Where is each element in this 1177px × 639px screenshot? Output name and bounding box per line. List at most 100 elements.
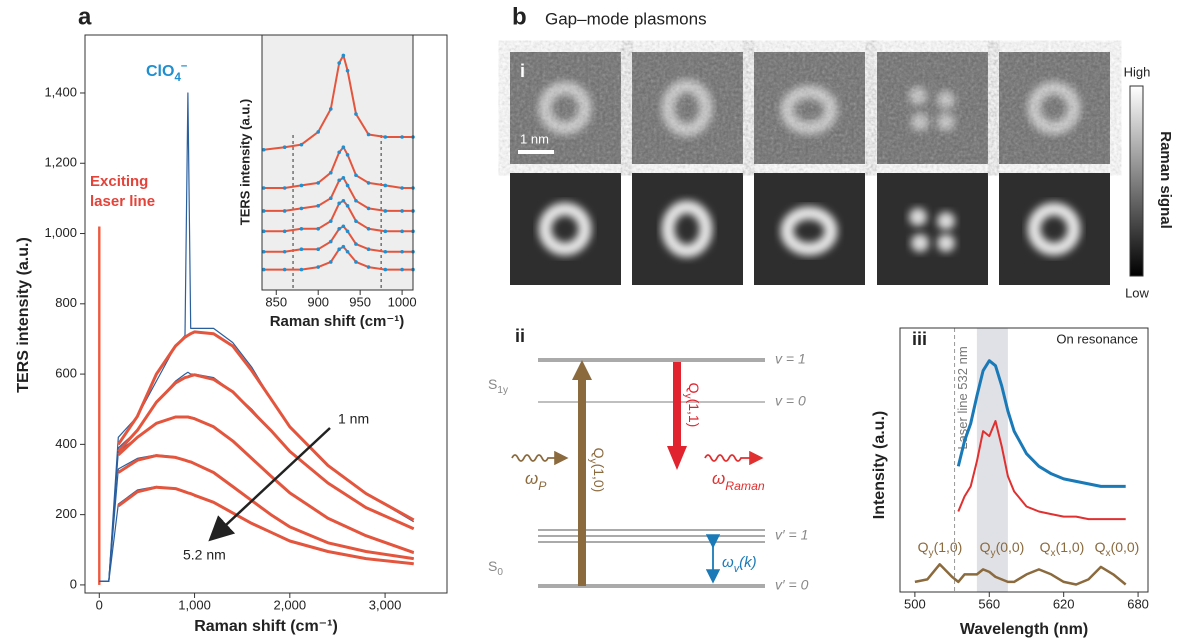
- marker: [337, 150, 341, 155]
- text-part: Q: [918, 539, 929, 555]
- photon-label: ωRaman: [712, 469, 765, 493]
- plot-frame: [899, 327, 1149, 593]
- text-part: S: [488, 376, 497, 392]
- marker: [354, 173, 358, 178]
- ring: [937, 212, 955, 230]
- text-part: –: [181, 60, 188, 72]
- chart: 850 900 950 1000 Raman shift (cm⁻¹) TERS inte…: [237, 34, 417, 330]
- marker: [316, 204, 321, 208]
- marker: [328, 107, 333, 111]
- text-part: 0: [497, 567, 503, 578]
- map-image: [632, 173, 743, 285]
- annotation: 5.2 nm: [183, 547, 226, 563]
- marker: [366, 206, 371, 211]
- annotation: Qx(1,0): [1040, 539, 1085, 559]
- map-image: [877, 52, 988, 164]
- marker: [366, 265, 371, 269]
- photon-in: [511, 450, 569, 466]
- level-label: v = 1: [775, 351, 806, 367]
- series-line: [914, 563, 1127, 586]
- marker: [400, 249, 404, 254]
- marker: [299, 247, 304, 251]
- x-tick-label: 620: [1053, 596, 1075, 611]
- marker: [383, 135, 388, 139]
- annotation: Qx(0,0): [1095, 539, 1140, 559]
- text-part: x: [1051, 548, 1056, 559]
- marker: [299, 142, 304, 147]
- marker: [337, 247, 341, 251]
- marker: [316, 265, 321, 269]
- marker: [282, 267, 287, 272]
- marker: [282, 209, 287, 213]
- marker: [345, 249, 350, 254]
- panel-title: Gap–mode plasmons: [545, 9, 707, 28]
- noise: [999, 52, 1110, 164]
- annotation: 1 nm: [338, 411, 369, 427]
- photon-out: [704, 450, 764, 466]
- map-image: [877, 173, 988, 285]
- x-tick-label: 1000: [388, 294, 417, 309]
- y-tick-label: 200: [55, 506, 77, 521]
- map-image: [754, 173, 865, 285]
- text-part: y: [682, 394, 693, 400]
- ring: [661, 200, 713, 258]
- x-tick-label: 0: [96, 597, 103, 612]
- chart: 0 1,000 2,000 3,000 0 200 400 600 800 1,000 1,200 1…: [15, 34, 448, 635]
- text-part: Q: [1095, 539, 1106, 555]
- y-tick-label: 1,000: [44, 225, 77, 240]
- marker: [366, 247, 371, 251]
- marker: [328, 196, 333, 200]
- marker: [354, 112, 358, 116]
- y-axis-label: TERS intensity (a.u.): [237, 99, 252, 225]
- ring: [911, 234, 929, 252]
- text-part: (1,0): [591, 464, 607, 493]
- marker: [400, 209, 404, 213]
- marker: [354, 219, 358, 223]
- marker: [341, 244, 346, 249]
- colorbar-high: High: [1124, 64, 1151, 79]
- marker: [383, 267, 388, 272]
- x-tick-label: 900: [307, 294, 329, 309]
- colorbar-low: Low: [1125, 285, 1149, 300]
- marker: [400, 186, 404, 190]
- marker: [400, 229, 404, 234]
- image-bg: [510, 173, 621, 285]
- noise: [510, 52, 621, 164]
- marker: [261, 209, 266, 213]
- marker: [341, 145, 346, 149]
- ring: [937, 234, 955, 252]
- x-tick-label: 680: [1127, 596, 1149, 611]
- text-part: (1,0): [1056, 539, 1085, 555]
- y-tick-label: 600: [55, 366, 77, 381]
- marker: [345, 229, 350, 234]
- image-bg: [632, 173, 743, 285]
- text-part: Q: [980, 539, 991, 555]
- marker: [383, 249, 388, 254]
- marker: [383, 229, 388, 234]
- marker: [337, 201, 341, 206]
- annotation: Exciting: [90, 173, 148, 190]
- level-label: v = 0: [775, 393, 806, 409]
- text-part: S: [488, 558, 497, 574]
- text-part: Q: [1040, 539, 1051, 555]
- image-bg: [999, 173, 1110, 285]
- marker: [366, 227, 371, 231]
- transition-label: Qy(1,0): [587, 448, 607, 493]
- marker: [366, 132, 371, 137]
- text-part: ω: [712, 469, 725, 488]
- colorbar-label: Raman signal: [1157, 131, 1174, 229]
- state-label: S1y: [488, 376, 509, 396]
- marker: [261, 186, 266, 190]
- x-axis-label: Wavelength (nm): [960, 621, 1088, 638]
- text-part: v: [734, 563, 740, 575]
- emission-arrow: [673, 362, 681, 448]
- arrow-head: [572, 360, 592, 380]
- text-part: 4: [174, 72, 181, 84]
- marker: [282, 186, 287, 190]
- series-line: [117, 454, 414, 561]
- marker: [341, 53, 346, 58]
- marker: [345, 68, 350, 73]
- marker: [261, 147, 266, 152]
- image-grid: [510, 52, 1110, 285]
- y-axis-label: TERS intensity (a.u.): [15, 237, 32, 393]
